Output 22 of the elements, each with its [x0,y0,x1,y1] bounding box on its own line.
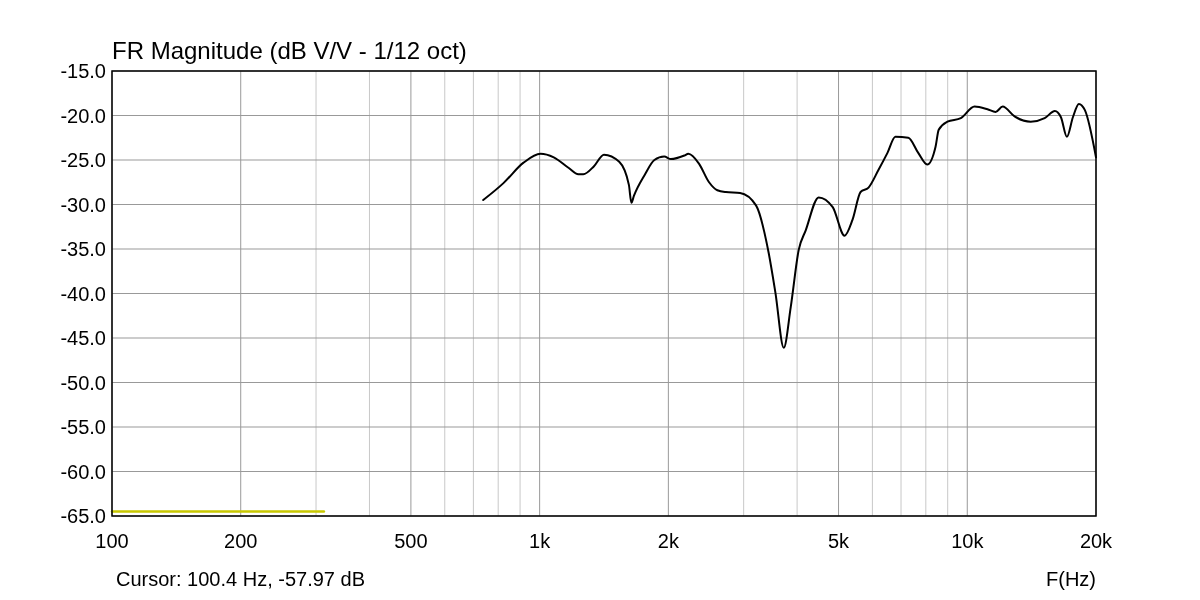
x-tick-label: 20k [1079,530,1114,552]
y-tick-label: -45.0 [60,327,106,349]
x-tick-label: 200 [224,530,258,552]
y-tick-label: -15.0 [60,60,106,82]
text: Cursor: 100.4 Hz, -57.97 dB [116,568,366,590]
y-tick-label: -50.0 [60,371,106,394]
y-tick-label: -35.0 [60,238,106,260]
y-tick-label: -30.0 [60,193,106,216]
y-tick-label: -65.0 [60,505,106,527]
x-tick-label: 10k [951,530,985,552]
chart-title: FR Magnitude (dB V/V - 1/12 oct) [112,37,467,64]
x-tick-label: 2k [657,530,680,552]
y-tick-label: -40.0 [60,282,106,305]
y-tick-label: -20.0 [60,104,106,127]
y-tick-label: -60.0 [60,460,106,483]
x-tick-label: 1k [529,530,552,552]
y-tick-label: -25.0 [60,149,106,171]
x-tick-label: 5k [827,530,851,552]
x-tick-label: 100 [95,530,129,552]
x-axis-title: F(Hz) [1046,568,1096,590]
y-tick-label: -55.0 [60,416,106,438]
x-tick-label: 500 [394,530,428,552]
